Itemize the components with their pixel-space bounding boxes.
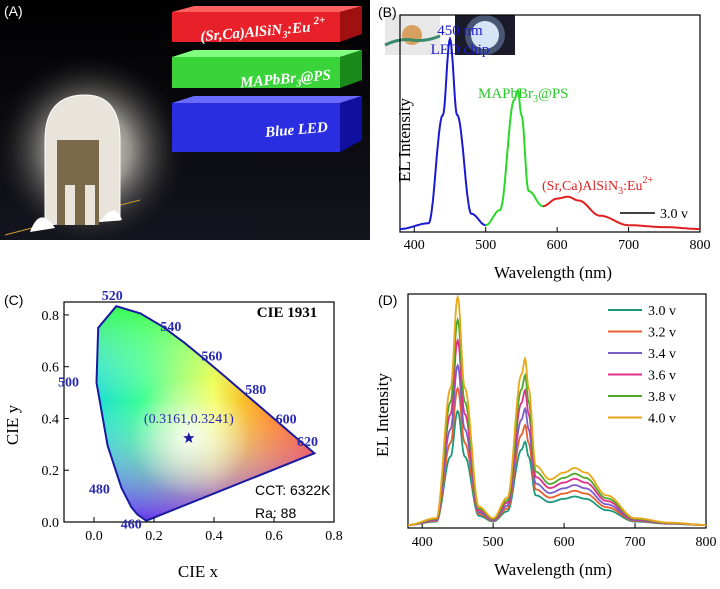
layer-red-label: (Sr,Ca)AlSiN3:Eu 2+: [199, 14, 327, 48]
cie-wavelength-label: 580: [245, 383, 266, 398]
chart-d-xtick-label: 800: [696, 535, 717, 550]
cie-wavelength-label: 500: [58, 376, 79, 391]
cie-wavelength-label: 520: [102, 290, 123, 304]
cie-point-star: [183, 432, 195, 443]
chart-c-ytick-label: 0.8: [42, 309, 60, 324]
chart-d-series-5: [408, 294, 706, 526]
legend-d-label-5: 4.0 v: [648, 412, 676, 427]
chart-b-frame: [399, 14, 701, 233]
chart-b-series-segment-0: [400, 36, 486, 230]
chart-c-frame: [63, 301, 335, 523]
chart-c-ytick-label: 0.6: [42, 361, 60, 376]
cie-wavelength-label: 540: [160, 320, 181, 335]
chart-c-title: CIE 1931: [257, 305, 317, 321]
cie-wavelength-label: 560: [201, 349, 222, 364]
cie-locus-outline: [95, 305, 317, 522]
chart-b-series-segment-2: [542, 195, 700, 230]
chart-b-xtick-label: 500: [475, 238, 496, 253]
chart-c-xtick-label: 0.8: [325, 529, 343, 544]
cie-point-label: (0.3161,0.3241): [144, 412, 234, 427]
panel-b-label: (B): [378, 4, 397, 20]
chart-d-frame: [407, 293, 707, 529]
chart-d: EL Intensity Wavelength (nm) 400 500 600 70…: [373, 293, 717, 579]
chart-b-xtick-label: 700: [618, 238, 639, 253]
chart-b-xtick-label: 600: [547, 238, 568, 253]
chart-b: EL Intensity Wavelength (nm) 450 nm LED …: [384, 14, 711, 282]
annot-red: (Sr,Ca)AlSiN3:Eu2+: [542, 175, 654, 197]
annot-blue-1: 450 nm: [437, 23, 483, 39]
chart-d-xlabel: Wavelength (nm): [494, 560, 612, 579]
legend-d-label-3: 3.6 v: [648, 369, 676, 384]
chart-d-xtick-label: 500: [483, 535, 504, 550]
chart-c-ylabel: CIE y: [3, 404, 22, 445]
chart-d-ylabel: EL Intensity: [373, 373, 392, 457]
cie-wavelength-label: 460: [121, 517, 142, 532]
chart-d-xtick-label: 700: [625, 535, 646, 550]
legend-d-label-0: 3.0 v: [648, 304, 676, 319]
chart-c-ytick-label: 0.2: [42, 464, 60, 479]
cie-wavelength-label: 480: [89, 483, 110, 498]
panel-b: (B) EL Intensity Wavelength (nm) 450 nm …: [370, 0, 720, 290]
layer-red: [172, 6, 362, 42]
chart-c-xtick-label: 0.4: [205, 529, 223, 544]
layer-blue-label: Blue LED: [263, 120, 328, 142]
chart-c-xlabel: CIE x: [178, 562, 219, 581]
legend-d-label-1: 3.2 v: [648, 326, 676, 341]
panel-c: (C) CIE y CIE x CIE 1931 CCT: 6322K Ra: …: [0, 289, 370, 584]
panel-d-label: (D): [378, 292, 398, 308]
chart-c-xtick-label: 0.0: [85, 529, 103, 544]
chart-d-xtick-label: 400: [412, 535, 433, 550]
cie-wavelength-label: 600: [276, 413, 297, 428]
chart-c-xtick-label: 0.2: [145, 529, 163, 544]
cie-wavelength-label: 620: [297, 435, 318, 450]
ra-label: Ra: 88: [255, 505, 296, 521]
annot-blue-2: LED chip: [431, 42, 490, 58]
annot-green: MAPbBr3@PS: [478, 86, 569, 105]
panel-c-label: (C): [4, 292, 24, 308]
chart-d-xtick-label: 600: [554, 535, 575, 550]
panel-a: (Sr,Ca)AlSiN3:Eu 2+ MAPbBr3@PS Blue LED …: [0, 0, 370, 250]
chart-c: CIE y CIE x CIE 1931 CCT: 6322K Ra: 88 0…: [3, 289, 343, 581]
panel-d: (D) EL Intensity Wavelength (nm) 400 500 6…: [370, 290, 720, 584]
layer-green-label: MAPbBr3@PS: [239, 67, 332, 94]
chart-b-ylabel: EL Intensity: [395, 98, 414, 182]
layer-blue: [172, 96, 362, 152]
chart-c-xtick-label: 0.6: [265, 529, 283, 544]
led-illustration: (Sr,Ca)AlSiN3:Eu 2+ MAPbBr3@PS Blue LED: [0, 0, 370, 250]
legend-d-label-2: 3.4 v: [648, 347, 676, 362]
layer-green: [172, 50, 362, 88]
legend-b-label: 3.0 v: [660, 207, 688, 222]
chart-b-series-segment-1: [485, 88, 544, 227]
chart-b-xtick-label: 800: [690, 238, 711, 253]
panel-a-label: (A): [4, 3, 23, 19]
cct-label: CCT: 6322K: [255, 482, 331, 498]
chart-b-xlabel: Wavelength (nm): [494, 263, 612, 282]
chart-c-ytick-label: 0.4: [42, 412, 60, 427]
chart-b-xtick-label: 400: [404, 238, 425, 253]
chart-c-ytick-label: 0.0: [42, 516, 60, 531]
legend-d-label-4: 3.8 v: [648, 390, 676, 405]
